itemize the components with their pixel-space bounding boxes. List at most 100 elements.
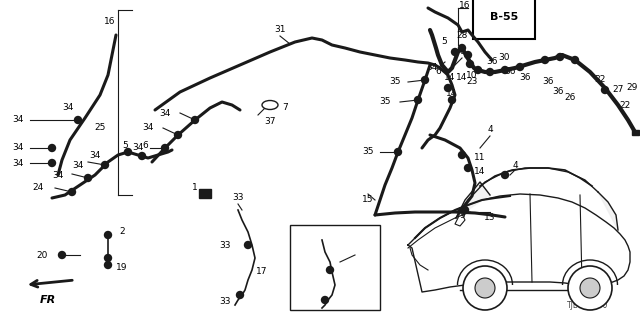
Circle shape: [84, 174, 92, 181]
Circle shape: [458, 151, 465, 158]
Text: 36: 36: [504, 68, 516, 76]
Text: 12: 12: [304, 300, 316, 309]
Text: 34: 34: [142, 124, 154, 132]
Text: 36: 36: [542, 77, 554, 86]
Circle shape: [68, 188, 76, 196]
Text: 37: 37: [264, 117, 276, 126]
Text: 14: 14: [456, 74, 468, 83]
Circle shape: [237, 292, 243, 299]
Circle shape: [568, 266, 612, 310]
Circle shape: [451, 49, 458, 55]
Text: 34: 34: [72, 161, 84, 170]
Text: 10: 10: [467, 70, 477, 79]
Text: 34: 34: [52, 171, 64, 180]
Text: 14: 14: [446, 89, 458, 98]
Text: 7: 7: [282, 102, 288, 111]
Text: 14: 14: [444, 74, 456, 83]
Circle shape: [461, 206, 468, 213]
Bar: [199, 188, 211, 197]
Text: 14: 14: [474, 167, 486, 177]
Text: 34: 34: [426, 63, 438, 73]
Text: 26: 26: [564, 93, 576, 102]
Text: 11: 11: [474, 154, 486, 163]
Bar: [632, 130, 639, 134]
Circle shape: [326, 267, 333, 274]
Text: TJB4B1500: TJB4B1500: [566, 301, 608, 310]
Polygon shape: [598, 192, 618, 230]
Circle shape: [138, 153, 145, 159]
Text: B-55: B-55: [490, 12, 518, 22]
Circle shape: [49, 159, 56, 166]
Circle shape: [516, 63, 524, 70]
Text: 9: 9: [459, 211, 465, 220]
Text: 28: 28: [456, 30, 468, 39]
Text: FR: FR: [40, 295, 56, 305]
Text: 22: 22: [620, 100, 630, 109]
Text: 35: 35: [380, 98, 391, 107]
Text: 34: 34: [62, 102, 74, 111]
Text: 23: 23: [467, 77, 477, 86]
Circle shape: [572, 57, 579, 63]
Circle shape: [463, 266, 507, 310]
Circle shape: [557, 53, 563, 60]
Circle shape: [602, 86, 609, 93]
Text: 21: 21: [362, 245, 374, 254]
Circle shape: [191, 116, 198, 124]
Text: 33: 33: [220, 241, 231, 250]
Text: 32: 32: [595, 76, 605, 84]
Text: 34: 34: [132, 143, 144, 153]
Text: 33: 33: [220, 298, 231, 307]
Ellipse shape: [262, 100, 278, 109]
Text: 34: 34: [12, 158, 24, 167]
Text: 25: 25: [94, 124, 106, 132]
Circle shape: [321, 297, 328, 303]
Text: 27: 27: [612, 85, 624, 94]
Circle shape: [104, 261, 111, 268]
Circle shape: [244, 242, 252, 249]
Circle shape: [475, 278, 495, 298]
Text: 19: 19: [116, 263, 128, 273]
Text: 8: 8: [459, 47, 465, 57]
Text: 20: 20: [36, 251, 48, 260]
Text: 34: 34: [159, 108, 171, 117]
Polygon shape: [408, 194, 630, 292]
Circle shape: [175, 132, 182, 139]
Circle shape: [415, 97, 422, 103]
Text: 17: 17: [256, 268, 268, 276]
Circle shape: [580, 278, 600, 298]
Text: 16: 16: [460, 2, 471, 11]
Circle shape: [74, 116, 81, 124]
Text: 3: 3: [309, 234, 315, 243]
Circle shape: [474, 67, 481, 74]
Circle shape: [104, 254, 111, 261]
Circle shape: [49, 145, 56, 151]
Circle shape: [502, 172, 509, 179]
Circle shape: [422, 76, 429, 84]
Text: 16: 16: [104, 18, 116, 27]
Text: 36: 36: [552, 87, 564, 97]
Circle shape: [161, 145, 168, 151]
Polygon shape: [456, 182, 490, 218]
Text: 6: 6: [142, 140, 148, 149]
Circle shape: [467, 60, 474, 68]
Text: 2: 2: [119, 228, 125, 236]
Circle shape: [502, 67, 509, 74]
Bar: [290, 225, 380, 310]
Text: 5: 5: [441, 37, 447, 46]
Circle shape: [104, 231, 111, 238]
Text: 34: 34: [12, 116, 24, 124]
Text: 1: 1: [192, 183, 198, 193]
Text: 18: 18: [349, 245, 361, 254]
Circle shape: [465, 164, 472, 172]
Circle shape: [445, 84, 451, 92]
Text: 33: 33: [232, 194, 244, 203]
Text: 5: 5: [122, 140, 128, 149]
Text: 36: 36: [519, 74, 531, 83]
Text: 6: 6: [435, 68, 441, 76]
Text: 15: 15: [362, 196, 374, 204]
Circle shape: [125, 148, 131, 156]
Text: 13: 13: [484, 213, 496, 222]
Text: 30: 30: [499, 53, 509, 62]
Circle shape: [58, 252, 65, 259]
Text: 34: 34: [12, 143, 24, 153]
